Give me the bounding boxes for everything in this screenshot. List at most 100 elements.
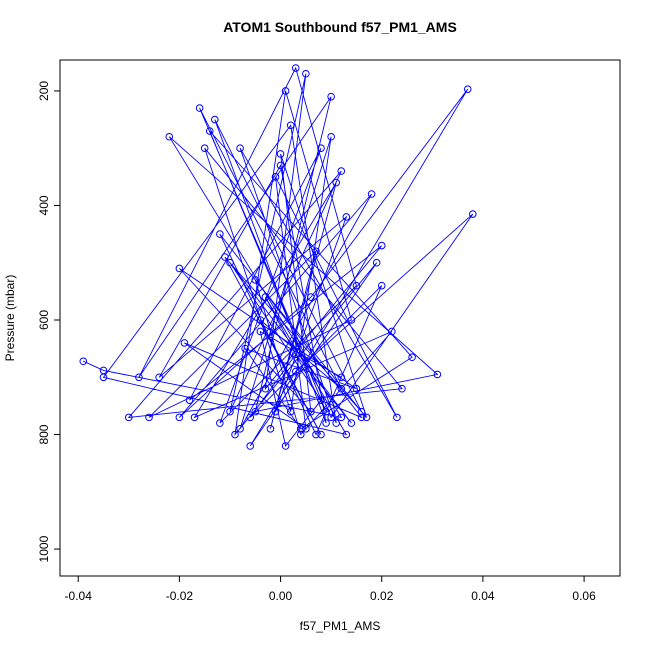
data-point bbox=[216, 419, 224, 427]
data-point bbox=[433, 370, 442, 379]
data-point bbox=[210, 115, 219, 124]
x-tick-label: -0.02 bbox=[166, 589, 194, 603]
plot-frame bbox=[59, 59, 621, 577]
data-point bbox=[312, 247, 320, 256]
data-point bbox=[388, 327, 396, 336]
x-axis-label: f57_PM1_AMS bbox=[300, 619, 381, 633]
data-point bbox=[362, 413, 371, 422]
data-point bbox=[256, 316, 265, 324]
data-point bbox=[327, 92, 335, 101]
data-point bbox=[155, 373, 163, 382]
data-point bbox=[195, 104, 204, 112]
data-point bbox=[286, 407, 295, 416]
data-point bbox=[79, 357, 88, 366]
data-line bbox=[83, 66, 474, 448]
data-point bbox=[337, 373, 346, 382]
data-point bbox=[357, 407, 366, 416]
data-point bbox=[236, 144, 244, 152]
data-point bbox=[342, 430, 351, 439]
data-point bbox=[124, 413, 133, 422]
data-point bbox=[317, 396, 325, 404]
data-point bbox=[286, 121, 295, 130]
data-point bbox=[276, 161, 285, 170]
y-tick-label: 600 bbox=[37, 310, 51, 330]
x-tick-label: 0.06 bbox=[572, 589, 596, 603]
data-point bbox=[266, 425, 275, 433]
data-point bbox=[231, 430, 239, 439]
data-point bbox=[99, 373, 108, 382]
data-point bbox=[241, 344, 249, 353]
data-point bbox=[347, 419, 356, 427]
y-tick-label: 400 bbox=[37, 195, 51, 215]
data-point bbox=[327, 132, 335, 141]
data-point bbox=[322, 419, 330, 427]
data-point bbox=[367, 190, 376, 198]
data-point bbox=[352, 281, 361, 290]
data-point bbox=[372, 258, 381, 267]
data-point bbox=[251, 407, 260, 416]
data-point bbox=[332, 178, 341, 187]
data-point bbox=[216, 230, 224, 238]
y-tick-label: 800 bbox=[37, 424, 51, 444]
data-point bbox=[205, 127, 214, 135]
data-point bbox=[251, 276, 260, 284]
x-tick-label: -0.04 bbox=[65, 589, 93, 603]
data-point bbox=[281, 442, 290, 450]
chart-title: ATOM1 Southbound f57_PM1_AMS bbox=[223, 19, 457, 35]
data-point bbox=[180, 339, 189, 347]
data-point bbox=[226, 407, 234, 416]
data-point bbox=[175, 413, 184, 422]
data-point bbox=[377, 241, 386, 250]
data-point bbox=[377, 281, 386, 290]
data-point bbox=[463, 85, 472, 94]
data-point bbox=[468, 210, 477, 218]
data-point bbox=[246, 413, 255, 422]
data-point bbox=[175, 264, 184, 273]
data-point bbox=[291, 367, 300, 376]
data-point bbox=[337, 413, 346, 422]
data-point bbox=[221, 253, 229, 261]
data-point bbox=[398, 384, 406, 393]
y-tick-label: 1000 bbox=[37, 535, 51, 562]
data-point bbox=[332, 419, 341, 427]
x-tick-label: 0.02 bbox=[370, 589, 394, 603]
data-point bbox=[317, 144, 325, 152]
data-point bbox=[357, 413, 366, 422]
data-point bbox=[322, 407, 330, 416]
data-point bbox=[302, 425, 310, 433]
data-point bbox=[312, 430, 320, 439]
data-point bbox=[352, 384, 361, 393]
data-point bbox=[393, 413, 401, 422]
data-point bbox=[337, 384, 346, 393]
data-point bbox=[281, 87, 290, 95]
data-point bbox=[347, 316, 356, 324]
data-point bbox=[296, 425, 305, 433]
plot-area bbox=[79, 64, 477, 450]
data-point bbox=[261, 293, 270, 301]
x-tick-label: 0.04 bbox=[471, 589, 495, 603]
data-point bbox=[135, 373, 143, 382]
y-tick-label: 200 bbox=[37, 81, 51, 101]
data-point bbox=[317, 430, 325, 439]
data-point bbox=[276, 150, 285, 158]
data-point bbox=[291, 350, 300, 359]
data-point bbox=[261, 384, 270, 393]
data-point bbox=[342, 213, 351, 221]
data-point bbox=[256, 327, 265, 336]
data-point bbox=[271, 407, 280, 416]
data-point bbox=[190, 413, 199, 422]
data-point bbox=[408, 353, 416, 362]
data-point bbox=[145, 413, 153, 422]
data-point bbox=[226, 258, 234, 267]
data-point bbox=[296, 430, 305, 439]
y-axis-label: Pressure (mbar) bbox=[3, 275, 17, 362]
x-tick-label: 0.00 bbox=[269, 589, 293, 603]
data-point bbox=[246, 442, 255, 450]
data-point bbox=[307, 293, 315, 301]
data-point bbox=[185, 396, 194, 404]
data-point bbox=[307, 407, 315, 416]
data-point bbox=[327, 413, 335, 422]
data-point bbox=[236, 425, 244, 433]
data-point bbox=[302, 69, 310, 78]
